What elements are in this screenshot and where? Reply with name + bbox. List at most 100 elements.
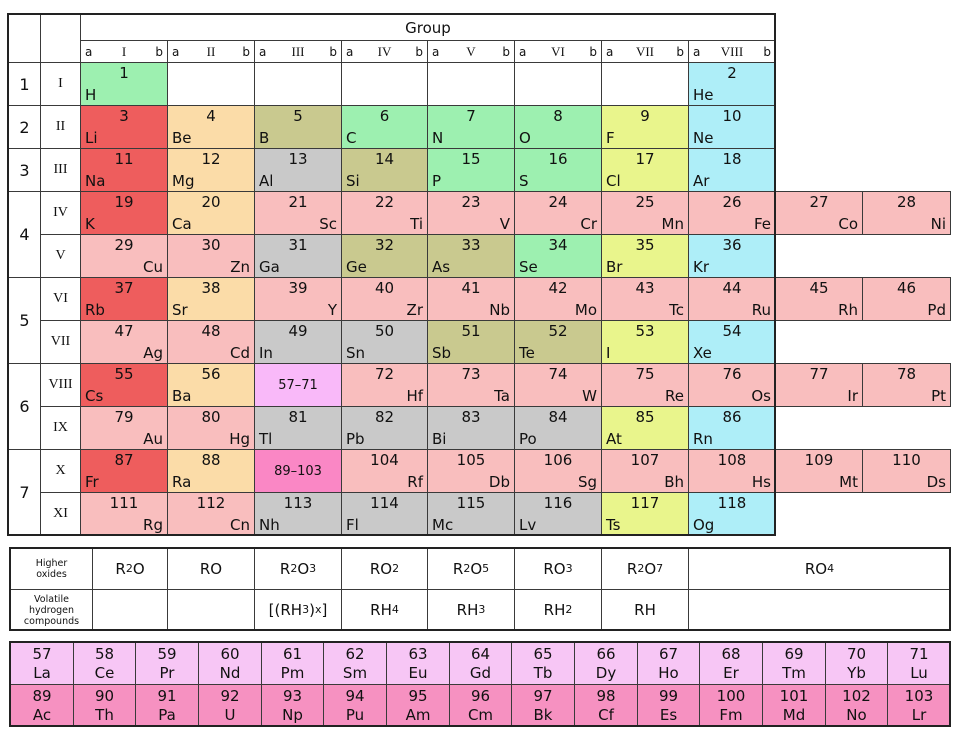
atomic-number: 67 — [658, 645, 679, 663]
lanthanide-range-cell: 57–71 — [254, 363, 342, 407]
atomic-number: 84 — [548, 408, 568, 426]
atomic-number: 4 — [206, 107, 216, 125]
element-cell-ds: 110 Ds — [862, 449, 951, 493]
formula-text: R — [115, 560, 126, 578]
formula-text: [(RH — [268, 601, 303, 619]
element-symbol: Co — [838, 215, 858, 233]
empty-cell — [514, 62, 602, 106]
element-cell-si: 14 Si — [341, 148, 428, 192]
formula-text: O — [644, 560, 657, 578]
atomic-number: 77 — [809, 365, 829, 383]
element-symbol: Ru — [751, 301, 771, 319]
element-symbol: Hs — [751, 473, 771, 491]
element-cell-co: 27 Co — [775, 191, 863, 235]
atomic-number: 53 — [635, 322, 655, 340]
element-cell-cs: 55 Cs — [80, 363, 168, 407]
period-label-3: 3 — [8, 148, 41, 192]
hydrogen-compound-cell-7: RH — [601, 589, 689, 631]
element-cell-hf: 72 Hf — [341, 363, 428, 407]
subgroup-a-label: a — [432, 44, 440, 59]
element-cell-sn: 50 Sn — [341, 320, 428, 364]
atomic-number: 80 — [201, 408, 221, 426]
element-symbol: Nh — [259, 516, 280, 534]
element-symbol: Cl — [606, 172, 621, 190]
group-numeral: III — [291, 43, 305, 59]
atomic-number: 112 — [196, 494, 226, 512]
formula-text: RO — [804, 560, 828, 578]
formula-text: ) — [309, 601, 315, 619]
label-line: compounds — [23, 615, 80, 627]
atomic-number: 22 — [374, 193, 395, 211]
element-cell-pu: 94 Pu — [323, 684, 387, 727]
formula-text: O — [297, 560, 310, 578]
subgroup-a-label: a — [172, 44, 180, 59]
element-symbol: Db — [488, 473, 510, 491]
element-symbol: He — [693, 86, 714, 104]
element-cell-u: 92 U — [198, 684, 262, 727]
element-symbol: Ni — [930, 215, 946, 233]
atomic-number: 17 — [635, 150, 655, 168]
atomic-number: 52 — [548, 322, 568, 340]
formula-text: ] — [321, 601, 328, 619]
element-cell-se: 34 Se — [514, 234, 602, 278]
element-symbol: Ds — [926, 473, 946, 491]
atomic-number: 107 — [630, 451, 660, 469]
element-cell-fe: 26 Fe — [688, 191, 776, 235]
element-cell-po: 84 Po — [514, 406, 602, 450]
atomic-number: 15 — [461, 150, 481, 168]
subgroup-a-label: a — [259, 44, 267, 59]
atomic-number: 43 — [635, 279, 655, 297]
element-symbol: Hf — [406, 387, 423, 405]
higher-oxide-cell-6: RO 3 — [514, 548, 602, 590]
element-cell-ni: 28 Ni — [862, 191, 951, 235]
atomic-number: 59 — [157, 645, 177, 663]
formula-text: R — [452, 560, 464, 578]
element-cell-ga: 31 Ga — [254, 234, 342, 278]
atomic-number: 50 — [374, 322, 395, 340]
atomic-number: 106 — [543, 451, 573, 469]
element-cell-s: 16 S — [514, 148, 602, 192]
subgroup-header-VIII: a VIII b — [688, 40, 776, 63]
period-label-5: 5 — [8, 277, 41, 364]
element-cell-p: 15 P — [427, 148, 515, 192]
formula-text: O — [132, 560, 145, 578]
element-symbol: Rh — [838, 301, 858, 319]
atomic-number: 57 — [32, 645, 52, 663]
atomic-number: 10 — [722, 107, 742, 125]
element-symbol: Li — [85, 129, 98, 147]
atomic-number: 101 — [779, 687, 809, 705]
atomic-number: 98 — [596, 687, 616, 705]
element-symbol: Sb — [432, 344, 452, 362]
element-symbol: Sn — [346, 344, 366, 362]
element-cell-fm: 100 Fm — [699, 684, 763, 727]
label-line: hydrogen — [28, 604, 75, 616]
atomic-number: 114 — [370, 494, 399, 512]
period-label-6: 6 — [8, 363, 41, 450]
element-cell-rn: 86 Rn — [688, 406, 776, 450]
element-symbol: Lu — [910, 664, 928, 682]
element-symbol: S — [519, 172, 529, 190]
atomic-number: 74 — [548, 365, 568, 383]
element-cell-er: 68 Er — [699, 642, 763, 685]
element-cell-pd: 46 Pd — [862, 277, 951, 321]
element-cell-ca: 20 Ca — [167, 191, 255, 235]
element-cell-md: 101 Md — [762, 684, 826, 727]
subgroup-header-III: a III b — [254, 40, 342, 63]
subgroup-header-VII: a VII b — [601, 40, 689, 63]
atomic-number: 18 — [722, 150, 742, 168]
element-symbol: Ta — [494, 387, 510, 405]
actinide-range-cell: 89–103 — [254, 449, 342, 493]
element-cell-sb: 51 Sb — [427, 320, 515, 364]
element-cell-ru: 44 Ru — [688, 277, 776, 321]
element-cell-la: 57 La — [10, 642, 74, 685]
atomic-number: 60 — [220, 645, 240, 663]
formula-text: R — [626, 560, 638, 578]
element-symbol: Se — [519, 258, 538, 276]
element-symbol: Ca — [172, 215, 192, 233]
atomic-number: 56 — [201, 365, 221, 383]
element-cell-fl: 114 Fl — [341, 492, 428, 536]
atomic-number: 97 — [533, 687, 553, 705]
element-symbol: Yb — [847, 664, 866, 682]
